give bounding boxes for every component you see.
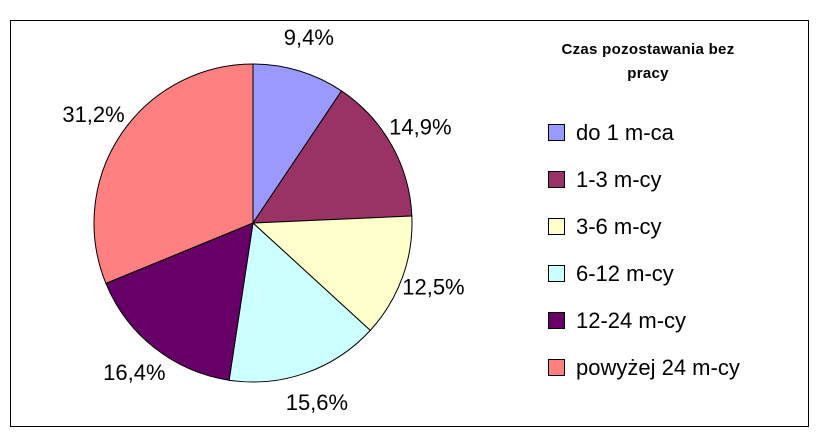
legend-label: 1-3 m-cy (576, 167, 662, 192)
data-label: 15,6% (286, 390, 348, 415)
legend-label: 12-24 m-cy (576, 308, 686, 333)
data-label: 31,2% (62, 102, 124, 127)
data-label: 14,9% (389, 115, 451, 140)
pie-slice (93, 63, 254, 285)
legend-swatch (548, 171, 565, 188)
pie-slice (252, 90, 413, 224)
legend-swatch (548, 218, 565, 235)
legend-title: Czas pozostawania bez pracy (561, 41, 735, 82)
legend-swatch (548, 359, 565, 376)
legend-label: do 1 m-ca (576, 120, 675, 145)
legend-swatch (548, 265, 565, 282)
legend-label: 6-12 m-cy (576, 261, 674, 286)
legend-label: 3-6 m-cy (576, 214, 662, 239)
data-label: 12,5% (402, 274, 464, 299)
legend-label: powyżej 24 m-cy (576, 355, 740, 380)
data-label: 16,4% (103, 360, 165, 385)
pie-slice (105, 222, 254, 381)
legend-swatch (548, 124, 565, 141)
pie-slice (252, 63, 343, 225)
data-label: 9,4% (284, 25, 334, 50)
pie-slice (228, 221, 371, 383)
pie-slice (251, 215, 413, 332)
legend-swatch (548, 312, 565, 329)
